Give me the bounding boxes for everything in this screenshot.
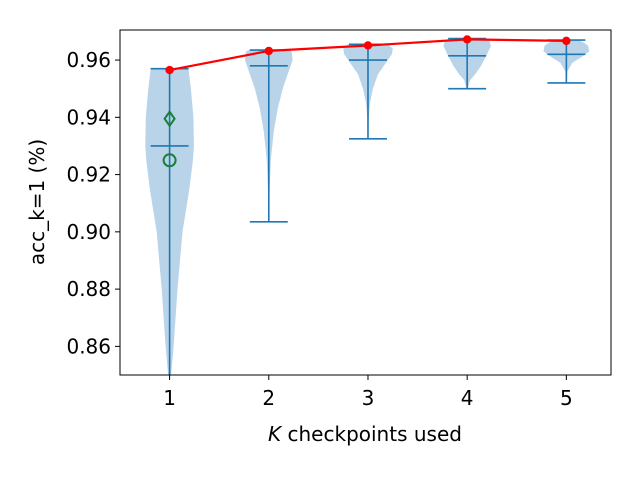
x-axis-label-text: checkpoints used bbox=[281, 422, 462, 446]
x-tick-label: 5 bbox=[560, 386, 573, 410]
x-tick-label: 3 bbox=[362, 386, 375, 410]
y-tick-label: 0.88 bbox=[66, 277, 111, 301]
circle-marker bbox=[162, 153, 177, 168]
y-tick-label: 0.86 bbox=[66, 334, 111, 358]
max-accuracy-point-k4 bbox=[462, 35, 472, 44]
y-tick-label: 0.96 bbox=[66, 48, 111, 72]
y-axis-label: acc_k=1 (%) bbox=[25, 139, 49, 265]
y-tick-label: 0.90 bbox=[66, 220, 111, 244]
plot-frame bbox=[119, 29, 612, 376]
y-axis-ticks: 0.86 0.88 0.90 0.92 0.94 0.96 bbox=[66, 48, 120, 358]
max-accuracy-series bbox=[165, 35, 571, 75]
max-accuracy-point-k5 bbox=[562, 36, 571, 46]
x-tick-label: 2 bbox=[262, 386, 275, 410]
max-accuracy-point-k2 bbox=[264, 46, 273, 56]
x-axis-label: K checkpoints used bbox=[268, 422, 462, 446]
x-tick-label: 1 bbox=[163, 386, 176, 410]
y-tick-label: 0.92 bbox=[66, 163, 111, 187]
extra-markers bbox=[162, 110, 177, 168]
x-axis-label-italic: K bbox=[268, 422, 283, 446]
x-tick-label: 4 bbox=[461, 386, 474, 410]
x-axis-ticks: 1 2 3 4 5 bbox=[163, 375, 573, 410]
max-accuracy-point-k3 bbox=[363, 41, 373, 50]
violin-stats bbox=[150, 37, 586, 375]
max-accuracy-point-k1 bbox=[165, 65, 174, 75]
y-tick-label: 0.94 bbox=[66, 105, 111, 129]
diamond-marker bbox=[163, 110, 176, 128]
